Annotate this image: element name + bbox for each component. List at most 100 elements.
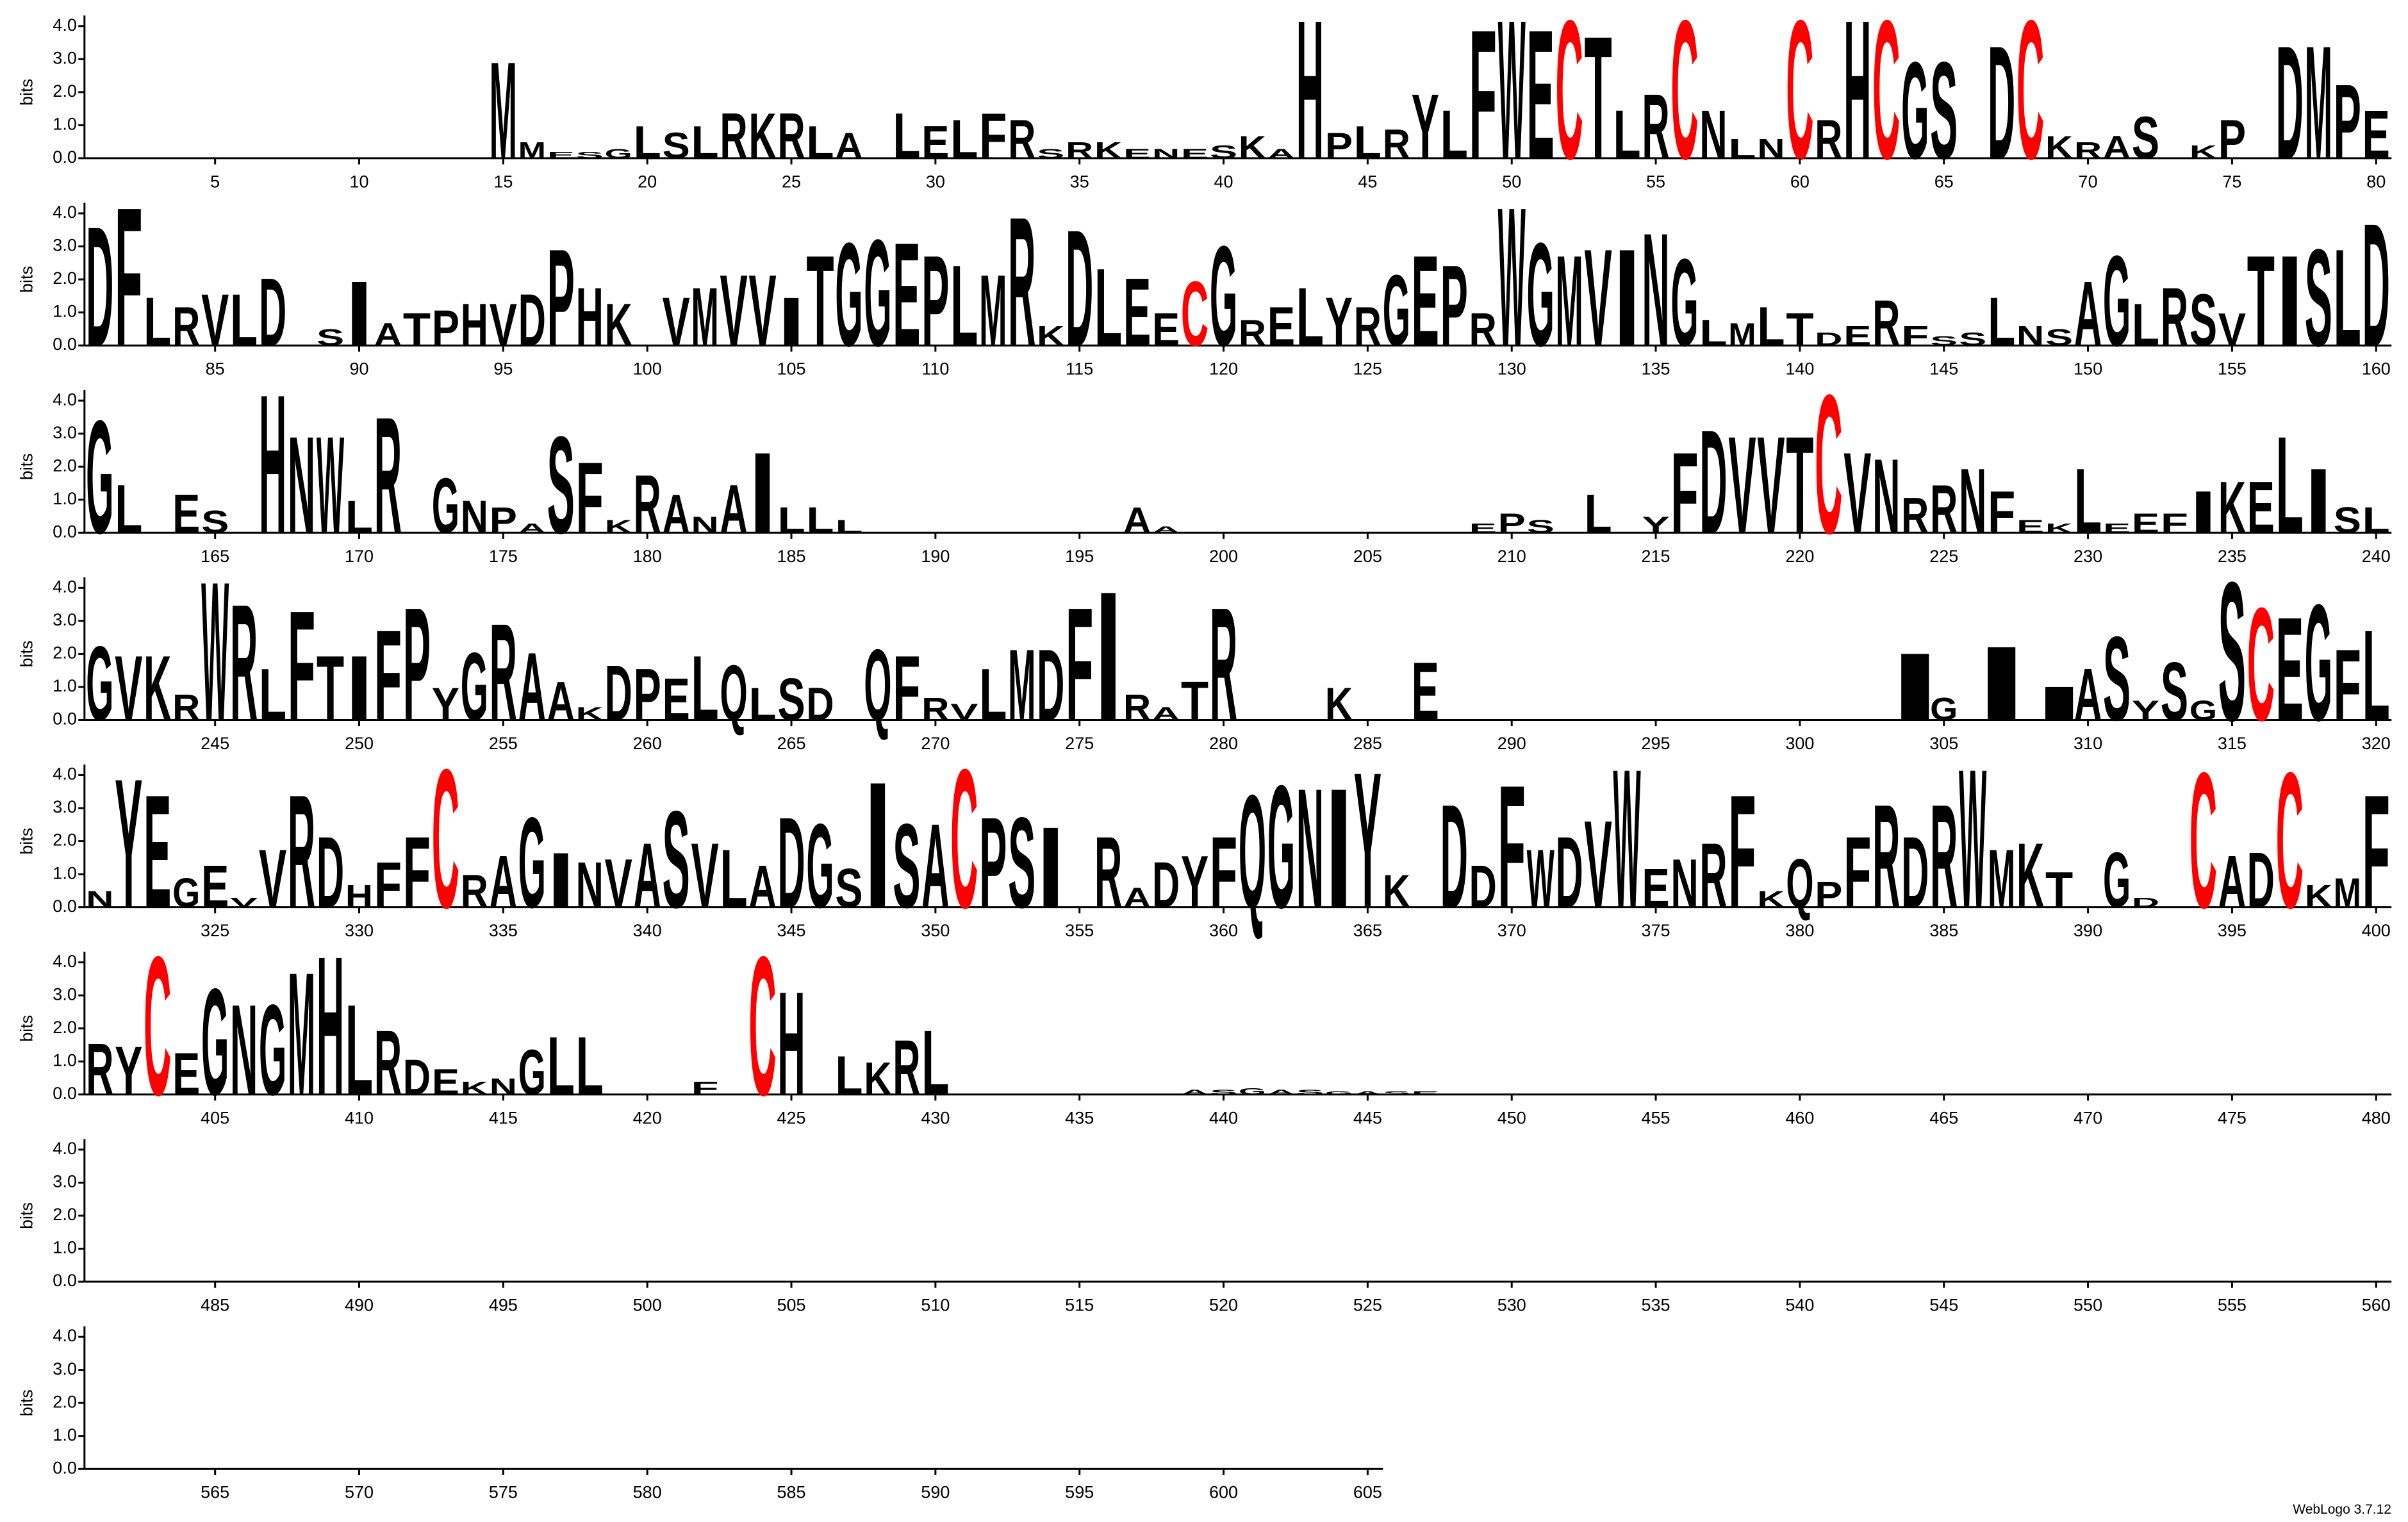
x-tick-label: 410 bbox=[345, 1108, 374, 1127]
residue: R bbox=[1699, 825, 1727, 927]
residue: F bbox=[1901, 320, 1929, 351]
residue: S bbox=[663, 782, 690, 937]
x-tick-label: 345 bbox=[777, 921, 805, 940]
x-tick-label: 95 bbox=[493, 360, 513, 379]
residue: D bbox=[2363, 187, 2390, 383]
residue: N bbox=[230, 977, 258, 1121]
x-tick-label: 195 bbox=[1065, 547, 1094, 566]
residue: L bbox=[720, 832, 748, 925]
x-tick-label: 550 bbox=[2074, 1296, 2102, 1315]
x-tick-label: 260 bbox=[633, 734, 662, 753]
residue: L bbox=[1757, 295, 1785, 358]
residue: S bbox=[2334, 500, 2361, 541]
x-tick-label: 90 bbox=[349, 360, 368, 379]
x-tick-label: 145 bbox=[1929, 360, 1958, 379]
residue: M bbox=[1556, 229, 1583, 373]
x-tick-label: 250 bbox=[345, 734, 374, 753]
x-tick-label: 500 bbox=[633, 1296, 662, 1315]
x-tick-label: 315 bbox=[2218, 734, 2247, 753]
residue: F bbox=[288, 578, 315, 754]
residue: F bbox=[691, 1078, 719, 1098]
residue: M bbox=[691, 270, 719, 364]
residue: L bbox=[1699, 313, 1727, 354]
residue: T bbox=[1786, 408, 1813, 562]
x-tick-label: 470 bbox=[2074, 1108, 2102, 1127]
residue: R bbox=[1008, 108, 1035, 170]
residue: I bbox=[2305, 450, 2332, 552]
residue: K bbox=[864, 1053, 891, 1104]
x-tick-label: 165 bbox=[201, 547, 229, 566]
residue: I bbox=[1613, 220, 1641, 375]
residue: M bbox=[1008, 629, 1035, 742]
x-tick-label: 125 bbox=[1353, 360, 1382, 379]
residue: L bbox=[806, 117, 834, 168]
residue: V bbox=[605, 845, 632, 922]
x-tick-label: 510 bbox=[921, 1296, 950, 1315]
residue: A bbox=[547, 670, 575, 732]
residue: I bbox=[748, 428, 776, 557]
residue: G bbox=[1901, 33, 1929, 188]
residue: K bbox=[461, 1078, 488, 1098]
residue: E bbox=[2247, 466, 2275, 549]
residue: E bbox=[1123, 146, 1151, 161]
residue: S bbox=[1527, 516, 1554, 536]
y-tick-label: 0.0 bbox=[53, 335, 77, 354]
residue: M bbox=[2334, 870, 2361, 916]
x-tick-label: 435 bbox=[1065, 1108, 1094, 1127]
residue: D bbox=[1556, 816, 1583, 929]
residue: S bbox=[576, 150, 604, 160]
residue: N bbox=[2016, 320, 2044, 351]
x-tick-label: 530 bbox=[1497, 1296, 1526, 1315]
residue: N bbox=[1642, 200, 1669, 380]
residue: C bbox=[2189, 732, 2217, 948]
residue: F bbox=[2334, 629, 2361, 742]
residue: R bbox=[490, 595, 517, 749]
x-tick-label: 400 bbox=[2362, 921, 2391, 940]
residue: K bbox=[144, 638, 171, 740]
residue: E bbox=[1412, 1090, 1439, 1095]
residue: M bbox=[979, 254, 1007, 368]
x-tick-label: 270 bbox=[921, 734, 950, 753]
residue: W bbox=[1498, 0, 1526, 201]
residue: C bbox=[1556, 0, 1583, 201]
residue: H bbox=[259, 353, 286, 575]
residue: C bbox=[2276, 732, 2304, 948]
residue: F bbox=[115, 166, 142, 388]
empty-position bbox=[1901, 654, 1929, 720]
y-tick-label: 0.0 bbox=[53, 1271, 77, 1290]
x-tick-label: 185 bbox=[777, 547, 805, 566]
residue: W bbox=[317, 408, 344, 562]
residue: K bbox=[2016, 825, 2044, 927]
residue: N bbox=[576, 849, 604, 921]
residue: L bbox=[2276, 408, 2304, 562]
residue: R bbox=[1094, 816, 1122, 929]
residue: W bbox=[1959, 728, 1986, 950]
residue: F bbox=[979, 101, 1007, 172]
x-tick-label: 390 bbox=[2074, 921, 2102, 940]
y-tick-label: 0.0 bbox=[53, 522, 77, 541]
residue: N bbox=[461, 492, 488, 543]
x-tick-label: 85 bbox=[206, 360, 225, 379]
x-tick-label: 430 bbox=[921, 1108, 950, 1127]
y-tick-label: 0.0 bbox=[53, 147, 77, 167]
residue: L bbox=[950, 241, 978, 370]
residue: G bbox=[2103, 836, 2131, 924]
residue: C bbox=[432, 728, 459, 950]
residue: G bbox=[518, 1037, 546, 1109]
residue: V bbox=[115, 638, 142, 740]
residue: S bbox=[2045, 325, 2073, 351]
y-axis-label: bits bbox=[17, 1015, 36, 1042]
y-tick-label: 4.0 bbox=[53, 577, 77, 596]
y-tick-label: 1.0 bbox=[53, 302, 77, 321]
residue: C bbox=[1181, 263, 1208, 365]
residue: H bbox=[777, 961, 805, 1126]
residue: N bbox=[1152, 146, 1180, 161]
x-tick-label: 460 bbox=[1785, 1108, 1814, 1127]
residue: G bbox=[1267, 749, 1295, 945]
residue: S bbox=[1210, 1088, 1237, 1096]
x-tick-label: 180 bbox=[633, 547, 662, 566]
residue: G bbox=[2189, 695, 2217, 726]
residue: G bbox=[2103, 229, 2131, 373]
residue: C bbox=[1872, 0, 1900, 201]
residue: F bbox=[374, 603, 402, 747]
